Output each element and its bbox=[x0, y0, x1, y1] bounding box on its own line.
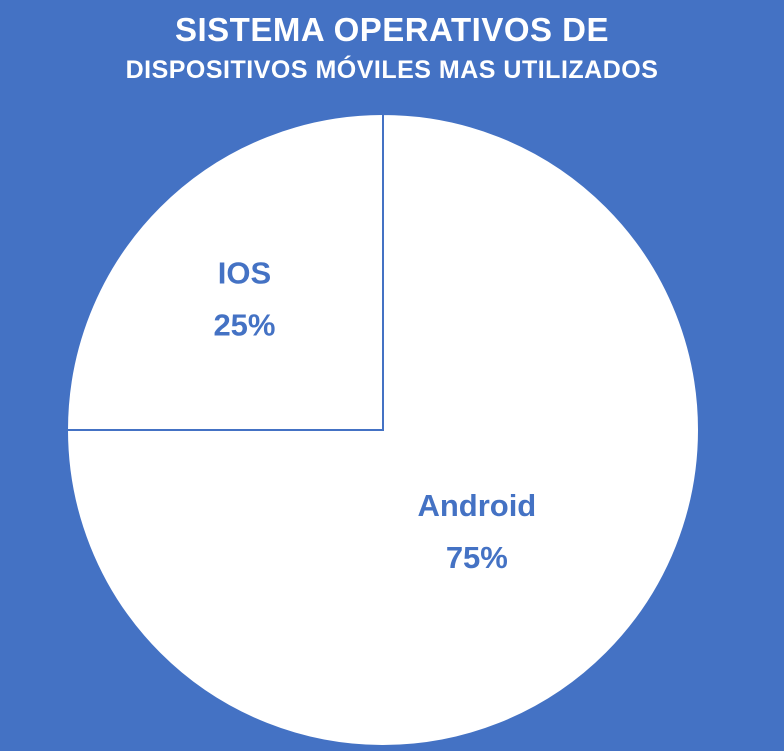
slice-value-android: 75% bbox=[446, 540, 508, 575]
pie-slice-android bbox=[65, 112, 700, 747]
chart-title-line1: SISTEMA OPERATIVOS DE bbox=[174, 11, 610, 48]
slice-value-ios: 25% bbox=[213, 307, 275, 342]
pie-slice-ios bbox=[65, 112, 384, 431]
slice-label-android: Android bbox=[417, 488, 536, 523]
slice-label-ios: IOS bbox=[218, 255, 271, 290]
chart-title: SISTEMA OPERATIVOS DE DISPOSITIVOS MÓVIL… bbox=[0, 8, 784, 88]
chart-subtitle: DISPOSITIVOS MÓVILES MAS UTILIZADOS bbox=[125, 56, 659, 84]
